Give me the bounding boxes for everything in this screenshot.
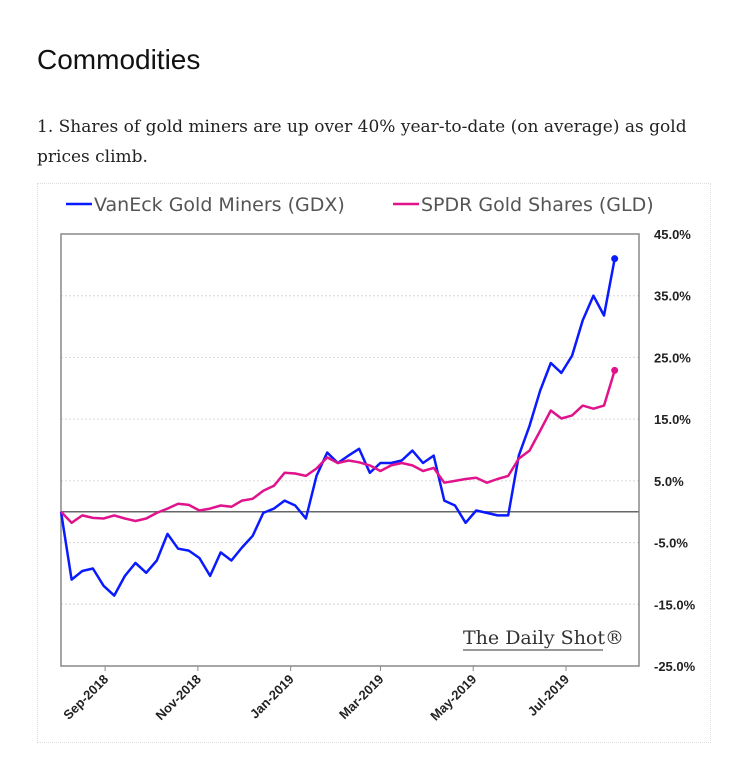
- y-tick-label: -15.0%: [654, 597, 696, 612]
- series-endpoint-gdx: [611, 255, 619, 263]
- line-chart: 45.0% 35.0% 25.0% 15.0% 5.0% -5.0% -15.0% -25.0…: [59, 194, 696, 724]
- y-tick-label: 35.0%: [654, 289, 691, 304]
- y-tick-label: 45.0%: [654, 227, 691, 242]
- legend: VanEck Gold Miners (GDX) SPDR Gold Share…: [66, 194, 654, 216]
- y-tick-label: -5.0%: [654, 536, 688, 551]
- series-endpoint-gld: [611, 366, 619, 374]
- y-tick-label: 5.0%: [654, 474, 684, 489]
- section-heading: Commodities: [37, 44, 201, 75]
- series-line-gld: [60, 370, 616, 525]
- y-tick-label: -25.0%: [654, 659, 696, 674]
- x-tick-label: Mar-2019: [336, 672, 386, 722]
- x-tick-label: Jan-2019: [247, 672, 297, 722]
- plot-frame: [60, 233, 640, 667]
- chart-container: 45.0% 35.0% 25.0% 15.0% 5.0% -5.0% -15.0% -25.0…: [37, 183, 711, 743]
- y-tick-label: 25.0%: [654, 350, 691, 365]
- x-tick-label: May-2019: [427, 672, 479, 724]
- x-tick-label: Sep-2018: [60, 672, 111, 723]
- legend-label-gdx: VanEck Gold Miners (GDX): [94, 194, 345, 216]
- x-tick-label: Nov-2018: [153, 672, 204, 723]
- x-tick-label: Jul-2019: [525, 672, 572, 719]
- legend-label-gld: SPDR Gold Shares (GLD): [421, 194, 654, 216]
- y-tick-label: 15.0%: [654, 412, 691, 427]
- series-line-gdx: [59, 258, 616, 597]
- watermark-daily-shot: The Daily Shot®: [463, 627, 624, 649]
- chart-caption: 1. Shares of gold miners are up over 40%…: [37, 117, 687, 167]
